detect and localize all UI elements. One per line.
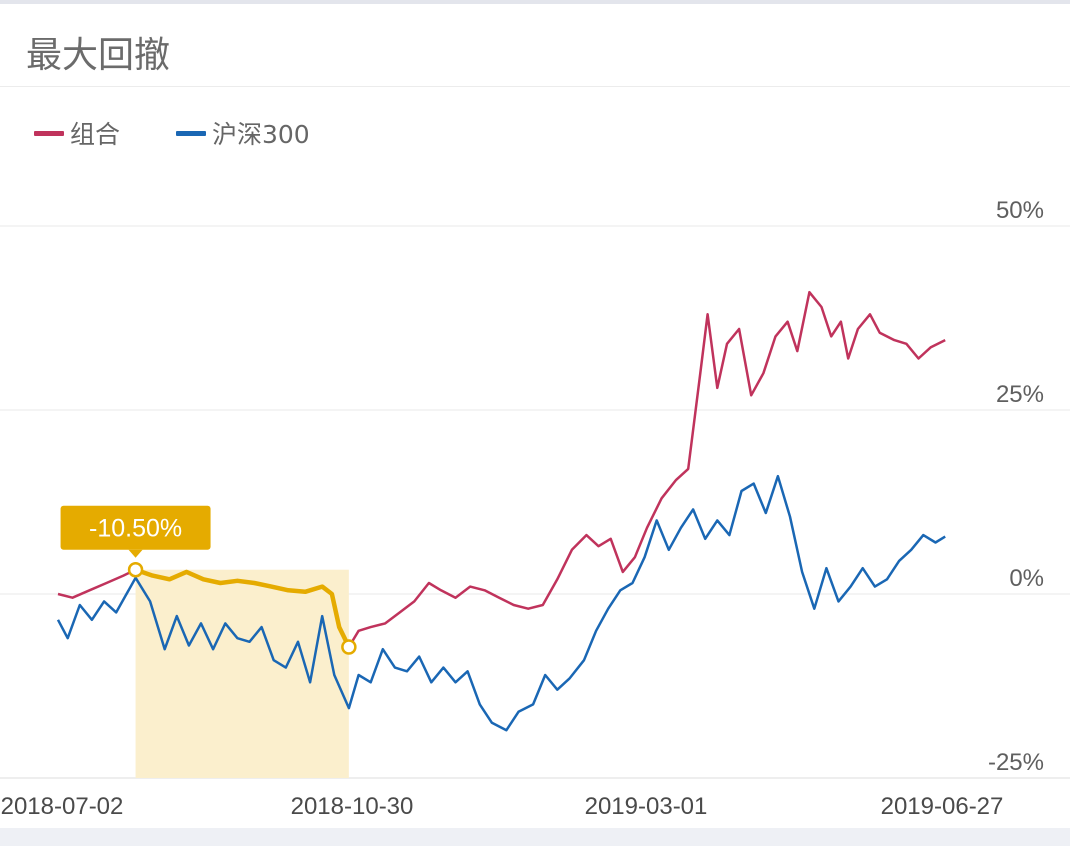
drawdown-callout: -10.50%	[60, 505, 211, 558]
card-title: 最大回撤	[26, 35, 171, 76]
drawdown-value-label: -10.50%	[89, 515, 182, 543]
x-tick-label: 2019-03-01	[585, 793, 708, 820]
title-divider	[0, 86, 1070, 87]
drawdown-callout-box	[60, 505, 211, 550]
drawdown-callout-pointer	[128, 549, 143, 558]
y-tick-label: 50%	[996, 197, 1044, 224]
y-tick-label: -25%	[988, 749, 1044, 776]
drawdown-segment	[134, 567, 351, 648]
drawdown-chart[interactable]: 50% 25% 0% -25% -10.50% 2018-07-02 2018-10-30 2…	[0, 4, 1070, 832]
x-tick-label: 2018-10-30	[291, 793, 414, 820]
x-tick-label: 2019-06-27	[881, 793, 1004, 820]
legend-item-portfolio[interactable]: 组合	[34, 117, 120, 149]
bottom-bar	[0, 828, 1070, 846]
legend-swatch-csi300	[176, 130, 206, 136]
series-line-csi300	[56, 474, 946, 732]
legend-label-csi300: 沪深300	[212, 120, 310, 149]
drawdown-trough-marker	[341, 639, 357, 655]
legend-item-csi300[interactable]: 沪深300	[176, 117, 310, 149]
x-tick-label: 2018-07-02	[1, 793, 124, 820]
legend-swatch-portfolio	[34, 130, 64, 136]
y-tick-label: 25%	[996, 381, 1044, 408]
max-drawdown-card: 最大回撤 组合 沪深300 50% 25% 0% -25% -10.50% 2018-07…	[0, 0, 1070, 828]
y-tick-label: 0%	[1009, 565, 1044, 592]
legend-label-portfolio: 组合	[70, 120, 121, 149]
drawdown-area	[135, 569, 349, 778]
drawdown-peak-marker	[127, 561, 144, 578]
